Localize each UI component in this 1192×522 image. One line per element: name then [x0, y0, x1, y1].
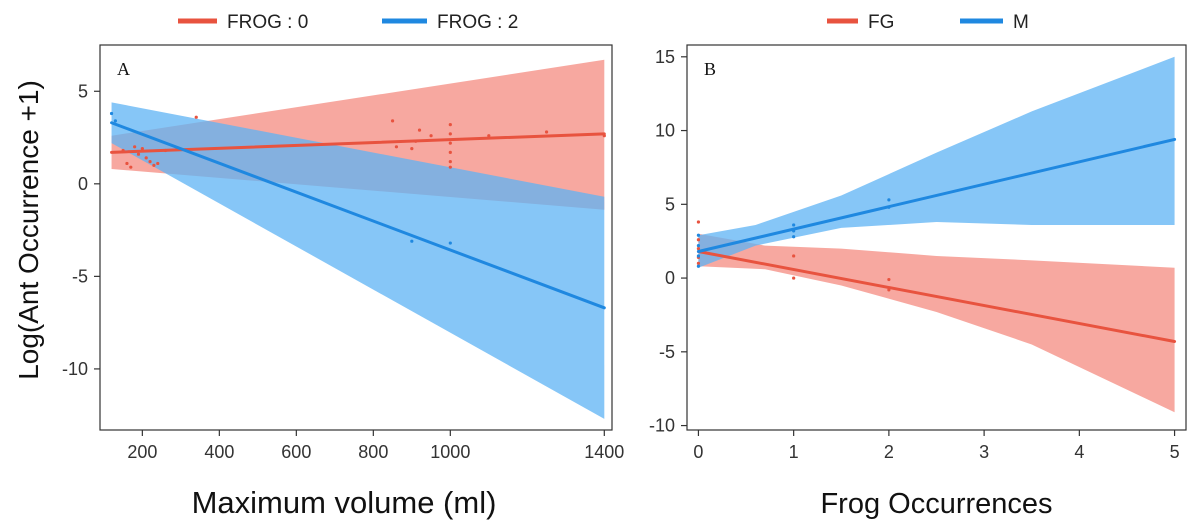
data-point-frog-0 — [544, 130, 549, 134]
panel-b-legend: FG M — [827, 12, 1029, 33]
data-point-frog-0 — [448, 160, 452, 164]
x-tick-label: 0 — [693, 442, 703, 462]
panel-a-x-axis-title: Maximum volume (ml) — [192, 485, 497, 520]
y-tick-label: 5 — [78, 81, 88, 101]
data-point-frog-0 — [129, 165, 133, 169]
data-point-frog-0 — [417, 128, 422, 132]
fit-line-fg — [696, 250, 1177, 343]
series-fg-confidence-band — [698, 233, 1175, 413]
x-tick-label: 600 — [281, 442, 311, 462]
data-point-m — [792, 235, 796, 239]
y-tick-label: -10 — [62, 359, 88, 379]
data-point-fg — [696, 220, 701, 224]
data-point-fg — [696, 261, 701, 265]
data-point-m — [887, 198, 891, 202]
data-point-fg — [696, 246, 701, 251]
data-point-m — [792, 223, 796, 227]
y-tick-label: -5 — [72, 266, 88, 286]
data-point-frog-0 — [487, 134, 491, 138]
y-tick-label: -5 — [659, 342, 675, 362]
legend-label: M — [1013, 12, 1029, 33]
data-point-frog-0 — [390, 119, 395, 123]
x-tick-label: 2 — [884, 442, 894, 462]
legend-label: FG — [868, 12, 894, 33]
panel-b-letter: B — [704, 59, 716, 79]
data-point-fg — [696, 238, 701, 242]
x-tick-label: 3 — [979, 442, 989, 462]
legend-label: FROG : 0 — [227, 12, 308, 33]
data-point-frog-0 — [394, 145, 399, 149]
panel-b-frame — [686, 44, 1187, 431]
y-tick-label: 0 — [78, 174, 88, 194]
panel-a-legend: FROG : 0 FROG : 2 — [178, 12, 518, 33]
y-tick-label: -10 — [649, 416, 675, 436]
data-point-frog-0 — [133, 145, 137, 149]
data-point-m — [696, 264, 701, 268]
data-point-frog-0 — [148, 160, 152, 164]
data-point-frog-0 — [410, 147, 414, 151]
data-point-frog-0 — [448, 132, 452, 136]
panel-b: 15 10 5 0 -5 -10 0 1 2 3 4 5 B Frog Occurrences FG M — [649, 12, 1187, 520]
data-point-fg — [887, 277, 891, 282]
data-point-frog-0 — [152, 163, 156, 167]
data-point-frog-0 — [448, 150, 452, 154]
x-tick-label: 4 — [1074, 442, 1084, 462]
y-tick-label: 15 — [655, 47, 675, 67]
panel-a-plot-area — [109, 59, 606, 419]
data-point-fg — [792, 276, 796, 280]
panel-a-letter: A — [117, 59, 130, 79]
fit-line-m — [696, 137, 1177, 254]
y-tick-label: 0 — [665, 268, 675, 288]
data-point-frog-0 — [144, 156, 148, 160]
x-tick-label: 400 — [204, 442, 234, 462]
fit-line-frog-0 — [110, 132, 606, 154]
data-point-frog-2 — [109, 111, 114, 116]
x-tick-label: 200 — [127, 442, 157, 462]
series-m-confidence-band — [698, 56, 1175, 268]
data-point-frog-0 — [194, 115, 198, 119]
data-point-frog-0 — [140, 147, 144, 151]
data-point-frog-2 — [448, 241, 452, 245]
data-point-frog-0 — [448, 165, 452, 169]
panel-a: 5 0 -5 -10 200 400 600 800 1000 1400 A Maximum volu… — [62, 12, 624, 520]
x-tick-label: 1 — [789, 442, 799, 462]
data-point-m — [696, 233, 701, 237]
data-point-frog-0 — [448, 141, 452, 145]
data-point-frog-0 — [125, 161, 129, 166]
data-point-frog-0 — [156, 161, 160, 166]
panel-b-plot-area — [696, 56, 1177, 413]
data-point-frog-0 — [136, 152, 141, 156]
data-point-frog-2 — [113, 119, 117, 123]
x-tick-label: 800 — [358, 442, 388, 462]
fit-line-frog-2 — [110, 121, 606, 310]
panel-b-x-axis-title: Frog Occurrences — [820, 488, 1052, 520]
panel-a-frame — [99, 44, 613, 431]
x-tick-label: 1000 — [430, 442, 470, 462]
legend-label: FROG : 2 — [437, 12, 518, 33]
data-point-frog-0 — [448, 122, 452, 127]
x-tick-label: 5 — [1170, 442, 1180, 462]
data-point-fg — [792, 254, 796, 258]
series-frog-2-confidence-band — [111, 102, 605, 419]
y-tick-label: 5 — [665, 194, 675, 214]
y-axis-title: Log(Ant Occurrence +1) — [13, 80, 44, 380]
data-point-frog-0 — [429, 134, 433, 138]
data-point-m — [696, 254, 701, 258]
data-point-m — [696, 244, 701, 248]
y-tick-label: 10 — [655, 121, 675, 141]
x-tick-label: 1400 — [584, 442, 624, 462]
data-point-frog-2 — [410, 239, 414, 243]
